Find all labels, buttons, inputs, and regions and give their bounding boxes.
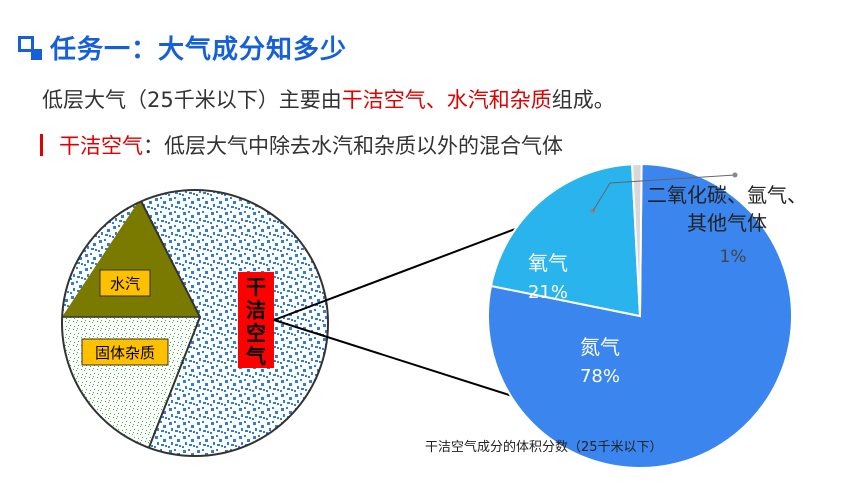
pie-slice-nitrogen bbox=[487, 162, 793, 469]
water-vapor-region bbox=[62, 199, 200, 317]
solid-impurities-label: 固体杂质 bbox=[95, 344, 155, 362]
pie-slice-oxygen bbox=[489, 163, 642, 318]
definition-text: ：低层大气中除去水汽和杂质以外的混合气体 bbox=[143, 134, 563, 158]
pie-chart bbox=[487, 162, 793, 469]
definition-term: 干洁空气 bbox=[59, 134, 143, 158]
water-vapor-label-box bbox=[99, 269, 151, 297]
square-bullet-icon bbox=[18, 36, 42, 60]
water-vapor-label: 水汽 bbox=[110, 275, 140, 293]
intro-sentence: 低层大气（25千米以下）主要由干洁空气、水汽和杂质组成。 bbox=[42, 84, 615, 114]
slice-value-other: 1% bbox=[720, 247, 747, 267]
pie-chart-caption: 干洁空气成分的体积分数（25千米以下） bbox=[425, 440, 663, 455]
solid-impurities-label-box bbox=[81, 338, 169, 366]
intro-suffix: 组成。 bbox=[551, 88, 615, 112]
callout-text-line-1: 二氧化碳、氩气、 bbox=[647, 183, 807, 207]
intro-prefix: 低层大气（25千米以下）主要由 bbox=[42, 88, 342, 112]
callout-text-line-2: 其他气体 bbox=[687, 211, 767, 235]
dry-air-label-box bbox=[238, 272, 274, 368]
circle-outline bbox=[61, 189, 329, 457]
slice-label-oxygen: 氧气 bbox=[528, 251, 568, 275]
title-row: 任务一：大气成分知多少 bbox=[18, 30, 348, 65]
intro-highlight: 干洁空气、水汽和杂质 bbox=[341, 88, 552, 112]
slice-value-nitrogen: 78% bbox=[580, 366, 620, 387]
callout-line bbox=[592, 174, 736, 212]
slice-label-nitrogen: 氮气 bbox=[580, 335, 620, 359]
callout-dot-end bbox=[732, 172, 738, 178]
definition-line: 干洁空气 ：低层大气中除去水汽和杂质以外的混合气体 bbox=[40, 130, 563, 160]
pie-slice-other bbox=[630, 163, 643, 317]
page-title: 任务一：大气成分知多少 bbox=[50, 34, 348, 65]
dry-air-label: 干洁空气 bbox=[245, 275, 266, 368]
slice-value-oxygen: 21% bbox=[528, 282, 568, 303]
red-bar-bullet bbox=[40, 134, 43, 156]
